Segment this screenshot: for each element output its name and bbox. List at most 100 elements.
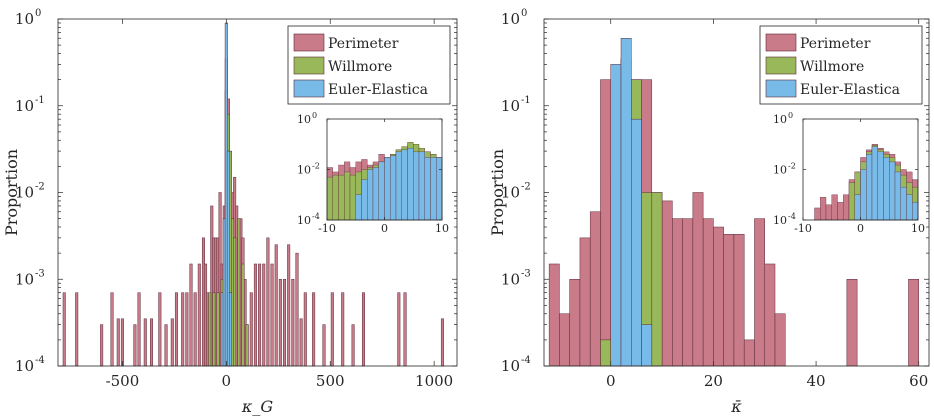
right-xtick-label: 60 [909, 372, 928, 390]
left-ytick-label: 10 [15, 184, 34, 202]
right-inset-ytick-exp: -2 [788, 162, 796, 171]
left-bar-perimeter-0 [62, 292, 66, 367]
right-bar-willmore-5 [651, 192, 663, 367]
right-inset-ytick-exp: 0 [788, 111, 793, 120]
right-bar-euler-2 [631, 118, 642, 367]
left-xtick-label: 1000 [415, 372, 453, 390]
left-ylabel: Proportion [2, 149, 21, 236]
left-bar-perimeter-48 [283, 279, 287, 367]
right-ytick-label: 10 [501, 184, 520, 202]
left-inset-ytick-base: 10 [297, 214, 311, 227]
left-bar-perimeter-58 [351, 324, 355, 367]
left-bar-perimeter-47 [278, 279, 282, 367]
right-bar-perimeter-15 [702, 218, 714, 367]
right-bar-perimeter-2 [569, 279, 581, 367]
left-ytick-base: 10 [15, 97, 34, 115]
right-legend-label-perimeter: Perimeter [800, 36, 871, 52]
right-ylabel: Proportion [488, 149, 507, 236]
left-bar-perimeter-10 [158, 292, 162, 367]
right-inset-ytick-exp: -4 [788, 212, 796, 221]
right-ytick-base: 10 [501, 357, 520, 375]
right-bar-perimeter-18 [733, 234, 745, 367]
left-bar-perimeter-61 [403, 292, 407, 367]
right-ytick-exp: -3 [521, 268, 531, 279]
right-inset-bar-euler-4 [877, 151, 884, 221]
left-ytick-label: 10 [15, 97, 34, 115]
right-inset-ytick-label: 10 [773, 214, 787, 227]
left-xtick-label: 500 [316, 372, 345, 390]
left-bar-willmore-11 [245, 324, 249, 367]
left-inset-bar-willmore-4 [349, 174, 356, 221]
left-bar-perimeter-41 [253, 263, 257, 367]
right-xtick-label: 40 [807, 372, 826, 390]
right-legend-label-willmore: Willmore [800, 59, 864, 75]
right-bar-perimeter-5 [600, 79, 611, 367]
left-bar-perimeter-44 [266, 237, 270, 367]
right-inset-bar-perimeter-3 [831, 194, 838, 221]
left-ytick-exp: -2 [35, 182, 45, 193]
right-legend-swatch-perimeter [765, 33, 797, 52]
right-xtick-label: 0 [606, 372, 616, 390]
right-inset-bar-euler-8 [900, 186, 907, 221]
right-bar-perimeter-23 [846, 279, 858, 367]
left-inset-bar-willmore-1 [332, 174, 339, 221]
left-xlabel: κ_G [241, 397, 273, 416]
right-bar-perimeter-21 [764, 263, 776, 367]
right-inset-bar-perimeter-5 [843, 194, 850, 221]
right-inset-bar-euler-7 [894, 171, 901, 221]
left-bar-perimeter-13 [174, 292, 178, 367]
right-ytick-exp: -4 [521, 355, 531, 366]
left-inset-ytick-base: 10 [297, 164, 311, 177]
right-bar-perimeter-13 [682, 218, 694, 367]
right-ytick-label: 10 [501, 270, 520, 288]
right-bar-perimeter-1 [559, 313, 570, 367]
left-bar-willmore-9 [237, 218, 241, 367]
left-legend-label-euler: Euler-Elastica [328, 82, 428, 98]
right-bar-euler-1 [620, 37, 632, 367]
left-inset-ytick-label: 10 [297, 214, 311, 227]
right-inset-bar-euler-2 [866, 154, 873, 221]
right-xtick-label: 20 [704, 372, 723, 390]
left-inset-ytick-exp: -4 [312, 212, 320, 221]
right-inset-bar-euler-5 [883, 157, 890, 221]
left-inset-ytick-base: 10 [297, 113, 311, 126]
right-legend-swatch-euler [765, 79, 797, 98]
right-bar-willmore-0 [600, 339, 611, 367]
left-bar-perimeter-40 [249, 292, 253, 367]
right-inset-ytick-base: 10 [773, 164, 787, 177]
left-ytick-base: 10 [15, 184, 34, 202]
left-inset-bar-euler-10 [413, 151, 420, 221]
right-inset-bar-willmore-0 [848, 182, 855, 221]
left-bar-perimeter-14 [181, 292, 185, 367]
left-inset-bar-euler-0 [355, 194, 362, 221]
right-inset-bar-euler-9 [906, 194, 913, 221]
left-legend-label-perimeter: Perimeter [328, 36, 399, 52]
right-inset-bar-euler-0 [854, 194, 861, 221]
left-legend-swatch-perimeter [293, 33, 325, 52]
left-bar-perimeter-5 [120, 318, 124, 367]
left-inset-bar-euler-1 [361, 179, 368, 221]
left-inset-xtick-label: 0 [381, 222, 388, 235]
left-bar-perimeter-16 [189, 263, 193, 367]
left-bar-willmore-10 [241, 263, 245, 367]
right-bar-perimeter-0 [548, 263, 560, 367]
left-inset-bar-euler-6 [390, 155, 397, 221]
left-inset-bar-willmore-2 [338, 174, 345, 221]
left-bar-perimeter-17 [193, 292, 197, 367]
left-ytick-label: 10 [15, 357, 34, 375]
right-bar-perimeter-12 [672, 218, 683, 367]
left-bar-perimeter-15 [185, 292, 189, 367]
left-bar-perimeter-45 [270, 263, 274, 367]
left-bar-perimeter-3 [110, 292, 114, 367]
left-ytick-base: 10 [15, 10, 34, 28]
right-bar-perimeter-14 [692, 192, 704, 367]
right-inset-bar-perimeter-1 [820, 197, 827, 221]
right-inset-ytick-base: 10 [773, 214, 787, 227]
right-legend-label-euler: Euler-Elastica [800, 82, 900, 98]
right-bar-perimeter-11 [661, 200, 673, 367]
left-inset-bar-euler-8 [401, 149, 408, 221]
left-bar-willmore-2 [216, 292, 220, 367]
right-ytick-exp: 0 [521, 8, 527, 19]
